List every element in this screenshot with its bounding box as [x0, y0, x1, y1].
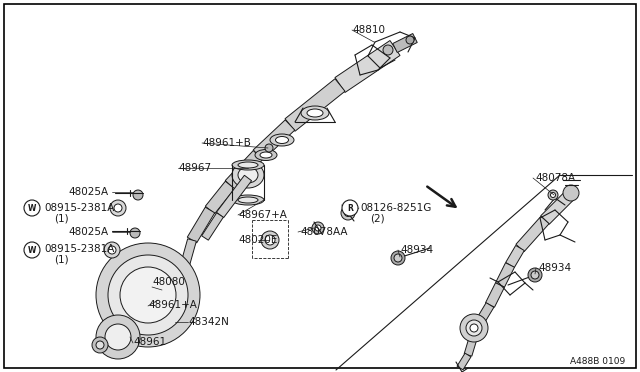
Circle shape — [105, 324, 131, 350]
FancyBboxPatch shape — [4, 4, 636, 368]
Polygon shape — [506, 246, 524, 267]
Polygon shape — [335, 41, 400, 93]
Text: (2): (2) — [370, 213, 385, 223]
Circle shape — [265, 144, 273, 152]
Text: 48342N: 48342N — [188, 317, 229, 327]
Circle shape — [528, 268, 542, 282]
Circle shape — [341, 206, 355, 220]
Text: (1): (1) — [54, 255, 68, 265]
Circle shape — [114, 204, 122, 212]
Polygon shape — [225, 151, 263, 189]
Text: 48078AA: 48078AA — [300, 227, 348, 237]
Circle shape — [406, 36, 414, 44]
Polygon shape — [474, 303, 494, 327]
Circle shape — [550, 192, 556, 198]
Ellipse shape — [238, 197, 258, 203]
Circle shape — [383, 45, 393, 55]
Circle shape — [470, 324, 478, 332]
Ellipse shape — [260, 152, 272, 158]
Text: 08915-2381A: 08915-2381A — [44, 244, 115, 254]
Polygon shape — [393, 33, 417, 52]
Ellipse shape — [238, 167, 258, 183]
Text: 08126-8251G: 08126-8251G — [360, 203, 431, 213]
Text: (1): (1) — [54, 213, 68, 223]
Text: 48025A: 48025A — [68, 187, 108, 197]
Polygon shape — [285, 79, 345, 131]
Circle shape — [548, 190, 558, 200]
Polygon shape — [216, 175, 252, 218]
Text: 48967+A: 48967+A — [238, 210, 287, 220]
Polygon shape — [202, 213, 223, 240]
Circle shape — [265, 235, 275, 245]
Ellipse shape — [255, 150, 277, 160]
Ellipse shape — [307, 109, 323, 117]
Circle shape — [394, 254, 402, 262]
Circle shape — [96, 341, 104, 349]
Text: 48961+A: 48961+A — [148, 300, 197, 310]
Circle shape — [130, 228, 140, 238]
Text: A488B 0109: A488B 0109 — [570, 357, 625, 366]
Circle shape — [96, 243, 200, 347]
Polygon shape — [541, 191, 574, 224]
Ellipse shape — [301, 106, 329, 120]
Text: 48810: 48810 — [352, 25, 385, 35]
Polygon shape — [205, 181, 235, 214]
Circle shape — [531, 271, 539, 279]
Polygon shape — [180, 239, 196, 266]
Circle shape — [108, 246, 116, 254]
Text: 48080: 48080 — [152, 277, 185, 287]
Text: 08915-2381A: 08915-2381A — [44, 203, 115, 213]
Circle shape — [24, 200, 40, 216]
Ellipse shape — [270, 134, 294, 146]
Ellipse shape — [232, 162, 264, 188]
Circle shape — [315, 225, 321, 231]
Text: 48934: 48934 — [538, 263, 571, 273]
Circle shape — [460, 314, 488, 342]
Text: 48967: 48967 — [178, 163, 211, 173]
Polygon shape — [464, 334, 478, 356]
Circle shape — [312, 222, 324, 234]
Circle shape — [563, 185, 579, 201]
Circle shape — [108, 255, 188, 335]
Ellipse shape — [232, 195, 264, 205]
Text: W: W — [28, 246, 36, 254]
Ellipse shape — [232, 160, 264, 170]
Circle shape — [110, 200, 126, 216]
Text: 48078A: 48078A — [535, 173, 575, 183]
Text: 48961+B: 48961+B — [202, 138, 251, 148]
Text: 48020E: 48020E — [238, 235, 277, 245]
Polygon shape — [486, 283, 504, 307]
Circle shape — [261, 231, 279, 249]
Circle shape — [391, 251, 405, 265]
Circle shape — [24, 242, 40, 258]
Polygon shape — [457, 353, 471, 370]
Text: 48961: 48961 — [133, 337, 166, 347]
Circle shape — [104, 242, 120, 258]
Polygon shape — [188, 207, 214, 243]
Polygon shape — [495, 263, 515, 287]
Polygon shape — [516, 217, 549, 252]
Circle shape — [344, 209, 351, 217]
Circle shape — [133, 190, 143, 200]
Polygon shape — [171, 263, 189, 287]
Text: W: W — [28, 203, 36, 212]
Circle shape — [120, 267, 176, 323]
Circle shape — [342, 200, 358, 216]
Polygon shape — [164, 284, 179, 306]
Text: 48934: 48934 — [400, 245, 433, 255]
Text: 48025A: 48025A — [68, 227, 108, 237]
Circle shape — [466, 320, 482, 336]
Circle shape — [96, 315, 140, 359]
Text: R: R — [347, 203, 353, 212]
Ellipse shape — [275, 137, 289, 144]
Circle shape — [92, 337, 108, 353]
Ellipse shape — [238, 162, 258, 168]
Polygon shape — [253, 120, 295, 160]
